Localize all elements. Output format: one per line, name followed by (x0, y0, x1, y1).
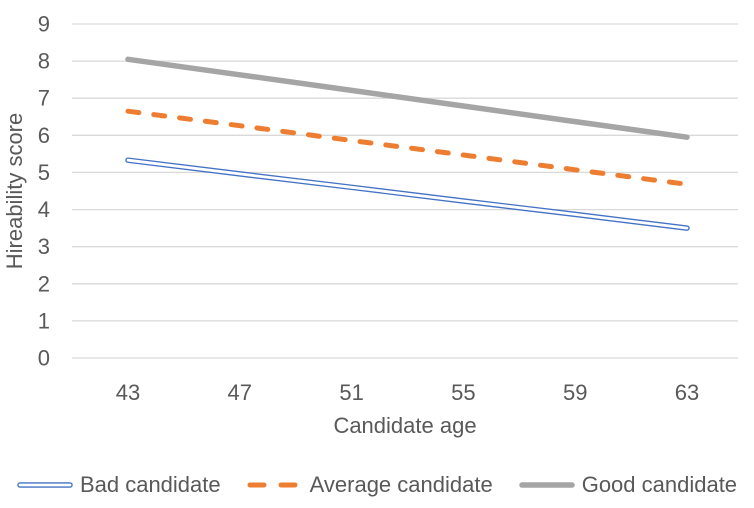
y-tick-label: 5 (38, 160, 50, 185)
legend-marker-dashed (247, 482, 303, 488)
y-tick-label: 3 (38, 234, 50, 259)
legend-label: Bad candidate (79, 472, 221, 497)
x-axis-title: Candidate age (333, 413, 476, 438)
legend-marker-double-line (17, 482, 73, 488)
y-tick-label: 8 (38, 49, 50, 74)
series-line-bad-candidate-inner (126, 158, 689, 230)
y-tick-label: 6 (38, 123, 50, 148)
y-tick-label: 7 (38, 86, 50, 111)
x-tick-label: 51 (339, 380, 363, 405)
legend-label: Good candidate (581, 472, 738, 497)
x-tick-label: 55 (451, 380, 475, 405)
series-line-good-candidate (125, 56, 690, 140)
plot-area: 0 1 2 3 4 5 6 7 8 9 43 47 51 55 59 63 Candidate age Hirea… (2, 12, 738, 438)
y-axis-title: Hireability score (2, 113, 27, 270)
x-tick-label: 47 (228, 380, 252, 405)
legend-item-average-candidate[interactable]: Average candidate (247, 472, 493, 498)
legend-marker-solid-thick (518, 482, 575, 488)
legend: Bad candidate Average candidate Good candi… (0, 468, 754, 502)
x-tick-label: 43 (116, 380, 140, 405)
y-tick-label: 0 (38, 346, 50, 371)
y-tick-label: 4 (38, 197, 50, 222)
y-tick-label: 2 (38, 271, 50, 296)
y-tick-label: 1 (38, 308, 50, 333)
y-tick-label: 9 (38, 12, 50, 37)
series-line-average-candidate (125, 108, 690, 187)
legend-item-bad-candidate[interactable]: Bad candidate (17, 472, 221, 498)
legend-label: Average candidate (309, 472, 493, 497)
x-tick-label: 63 (675, 380, 699, 405)
legend-item-good-candidate[interactable]: Good candidate (518, 472, 738, 498)
x-tick-label: 59 (563, 380, 587, 405)
